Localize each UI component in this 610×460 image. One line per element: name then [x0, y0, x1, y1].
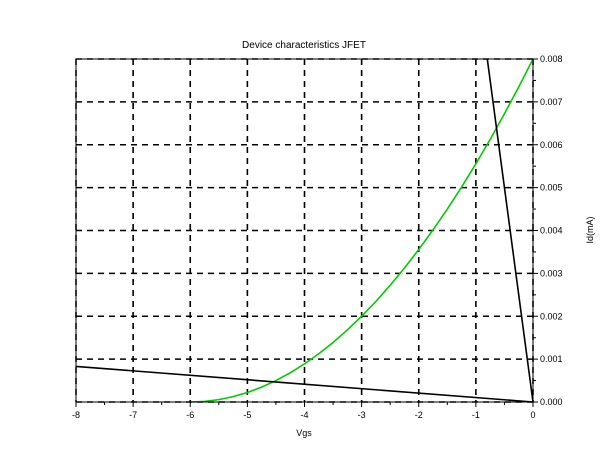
y-tick-label: 0.003 — [540, 268, 563, 278]
x-axis-label: Vgs — [296, 428, 312, 438]
x-tick-label: -8 — [72, 410, 80, 420]
y-tick-label: 0.006 — [540, 140, 563, 150]
y-tick-label: 0.005 — [540, 183, 563, 193]
series-group — [75, 58, 534, 403]
x-tick-label: -5 — [243, 410, 251, 420]
series-line-1 — [190, 58, 534, 403]
y-axis-label: Id(mA) — [585, 216, 595, 243]
x-tick-label: -6 — [186, 410, 194, 420]
x-tick-label: -2 — [415, 410, 423, 420]
y-tick-label: 0.007 — [540, 97, 563, 107]
y-tick-labels: 0.000 0.001 0.002 0.003 0.004 0.005 0.006 0.007… — [540, 54, 563, 407]
x-tick-label: -7 — [129, 410, 137, 420]
x-tick-label: -4 — [300, 410, 308, 420]
y-tick-label: 0.004 — [540, 226, 563, 236]
series-line-2 — [75, 365, 534, 403]
grid — [75, 58, 534, 403]
x-tick-label: -3 — [358, 410, 366, 420]
x-tick-label: -1 — [472, 410, 480, 420]
y-tick-label: 0.002 — [540, 311, 563, 321]
x-tick-label: 0 — [530, 410, 535, 420]
series-line-3 — [486, 58, 534, 403]
y-tick-label: 0.000 — [540, 397, 563, 407]
y-tick-label: 0.001 — [540, 354, 563, 364]
x-tick-labels: -8 -7 -6 -5 -4 -3 -2 -1 0 — [72, 410, 536, 420]
chart-title: Device characteristics JFET — [242, 40, 366, 51]
y-tick-label: 0.008 — [540, 54, 563, 64]
tick-marks — [75, 58, 538, 407]
